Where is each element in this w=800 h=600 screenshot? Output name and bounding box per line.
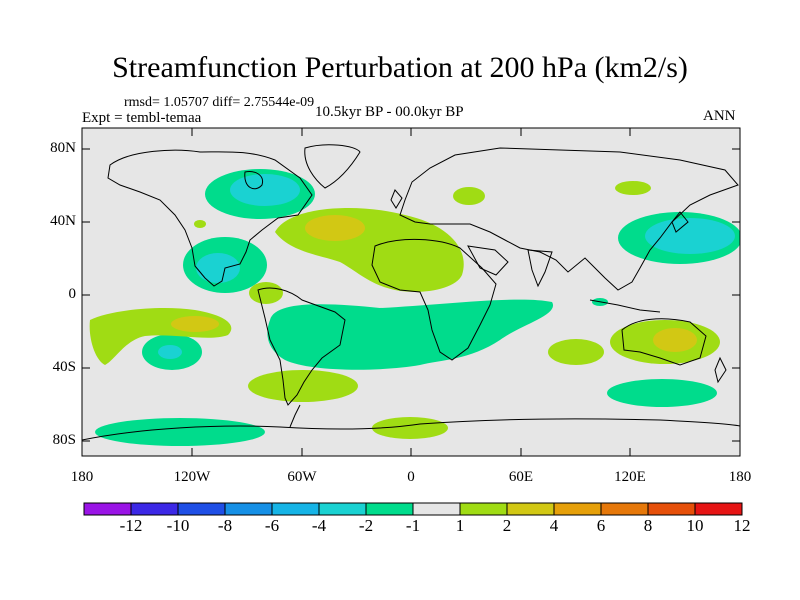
lon-label: 60E [508,469,534,485]
colorbar-label: 6 [596,516,606,535]
colorbar-label: -4 [311,516,327,535]
lat-label: 80N [50,140,76,156]
plot-background [82,128,740,456]
colorbar-swatch [177,502,226,516]
lon-label: 120E [614,469,646,485]
lat-label: 40N [50,213,76,229]
contour-band-pos2 [171,215,697,352]
coast-india [527,249,553,288]
coast-greenland [304,144,361,189]
colorbar-swatch [553,502,602,516]
coast-uk [390,189,403,209]
colorbar [83,502,743,516]
coast-antarctic-peninsula [289,404,301,428]
colorbar-swatch [694,502,743,516]
colorbar-label: 8 [643,516,653,535]
colorbar-label: -8 [217,516,233,535]
colorbar-swatch [412,502,461,516]
lat-label: 80S [52,432,76,448]
lat-label: 0 [68,286,77,302]
colorbar-label: -6 [264,516,280,535]
coast-arabia [467,245,509,276]
lat-label: 40S [52,359,76,375]
coast-south-america [257,287,346,406]
colorbar-label: 1 [455,516,465,535]
coast-antarctica [82,418,740,441]
coast-eurasia [399,147,739,291]
colorbar-label: -10 [166,516,190,535]
colorbar-swatch [600,502,649,516]
colorbar-swatch [647,502,696,516]
colorbar-swatch [130,502,179,516]
experiment-label: Expt = tembl-temaa [82,110,202,126]
coast-japan [671,211,689,233]
colorbar-label: 12 [733,516,751,535]
colorbar-swatch [365,502,414,516]
colorbar-label: 2 [502,516,512,535]
colorbar-swatch [224,502,273,516]
coast-australia [621,318,707,366]
colorbar-swatch [459,502,508,516]
lon-label: 120W [173,469,211,485]
lon-ticks [191,128,631,456]
rmsd-stats: rmsd= 1.05707 diff= 2.75544e-09 [124,95,315,110]
map-title: Streamfunction Perturbation at 200 hPa (… [112,51,688,84]
coast-africa [371,239,497,361]
colorbar-swatch [271,502,320,516]
contour-fields [82,144,740,446]
colorbar-label: -2 [358,516,374,535]
colorbar-swatch [318,502,367,516]
colorbar-label: 10 [686,516,704,535]
colorbar-label: -12 [119,516,143,535]
contour-band-neg2 [158,174,735,359]
lon-label: 60W [287,469,317,485]
colorbar-swatch [83,502,132,516]
coast-north-america [107,149,313,287]
lon-label: 180 [728,469,752,485]
lon-label: 0 [407,469,415,485]
colorbar-swatch [506,502,555,516]
coast-new-zealand [714,356,727,384]
coast-hudson-bay [244,171,264,190]
colorbar-label: -1 [405,516,421,535]
period-label: 10.5kyr BP - 00.0kyr BP [315,104,464,120]
lon-label: 180 [70,469,94,485]
lat-ticks [82,148,740,442]
season-label: ANN [703,108,736,124]
colorbar-label: 4 [549,516,559,535]
coastlines [82,144,740,441]
coast-indonesia [589,299,661,313]
